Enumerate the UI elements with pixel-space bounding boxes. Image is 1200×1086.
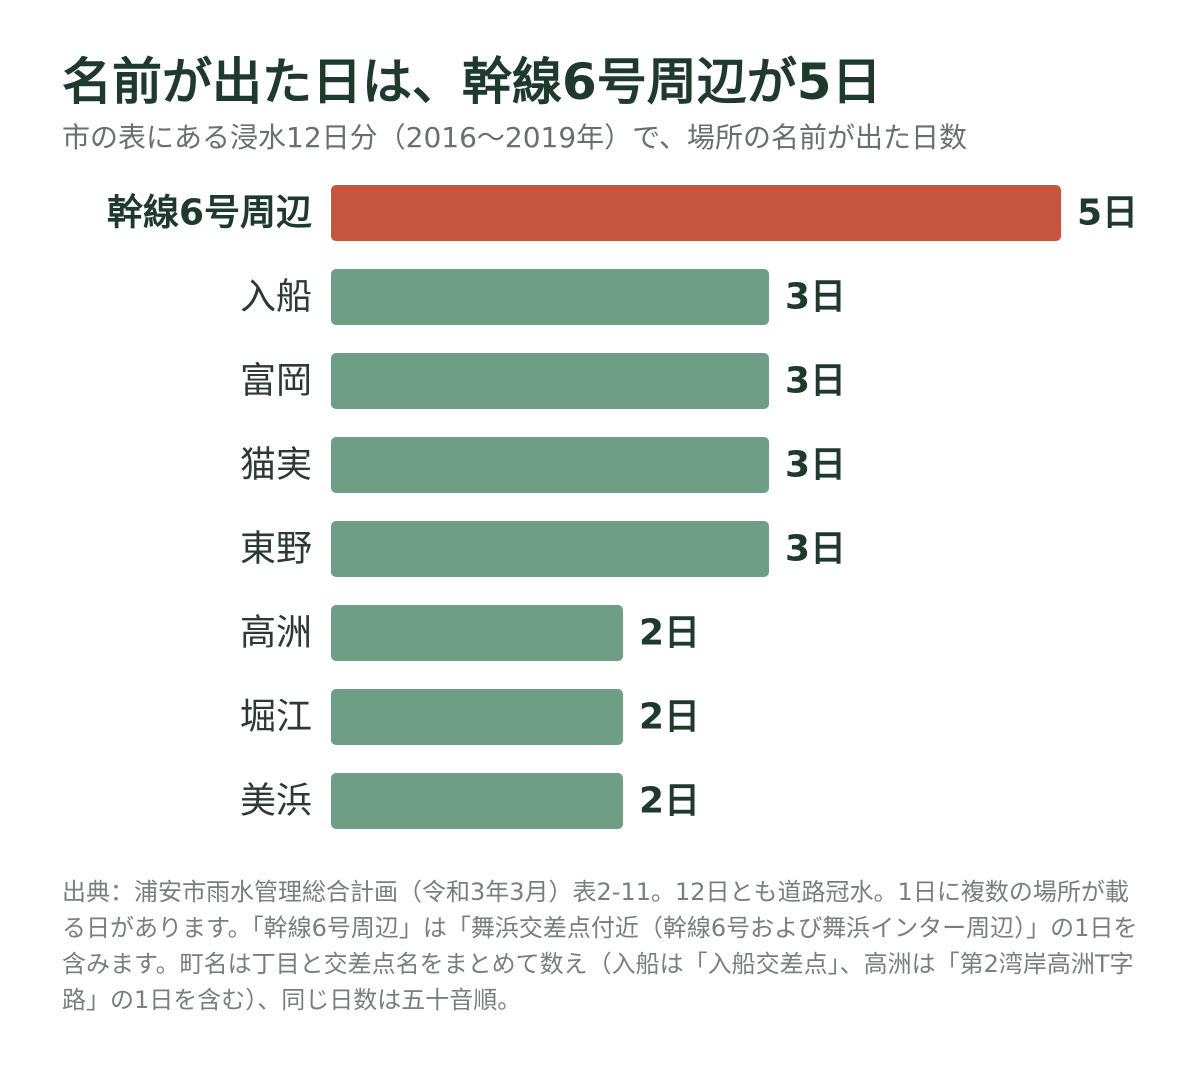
value-label-2: 3日: [785, 361, 846, 402]
bar-6: [331, 689, 623, 745]
bar-4: [331, 521, 769, 577]
category-label-7: 美浜: [240, 781, 312, 822]
category-label-5: 高洲: [240, 613, 312, 654]
chart-subtitle: 市の表にある浸水12日分（2016〜2019年）で、場所の名前が出た日数: [62, 121, 968, 154]
chart-title: 名前が出た日は、幹線6号周辺が5日: [62, 53, 882, 111]
value-label-5: 2日: [639, 613, 700, 654]
value-label-6: 2日: [639, 697, 700, 738]
bar-5: [331, 605, 623, 661]
category-label-6: 堀江: [240, 697, 312, 738]
bar-2: [331, 353, 769, 409]
value-label-0: 5日: [1077, 193, 1138, 234]
value-label-1: 3日: [785, 277, 846, 318]
bar-1: [331, 269, 769, 325]
category-label-2: 富岡: [240, 361, 312, 402]
value-label-7: 2日: [639, 781, 700, 822]
category-label-4: 東野: [240, 529, 312, 570]
bar-0: [331, 185, 1061, 241]
category-label-1: 入船: [240, 277, 312, 318]
source-note: 出典：浦安市雨水管理総合計画（令和3年3月）表2-11。12日とも道路冠水。1日…: [62, 878, 1138, 1014]
value-label-4: 3日: [785, 529, 846, 570]
category-label-0: 幹線6号周辺: [107, 192, 312, 234]
value-label-3: 3日: [785, 445, 846, 486]
category-label-3: 猫実: [240, 445, 312, 486]
bar-3: [331, 437, 769, 493]
bar-7: [331, 773, 623, 829]
